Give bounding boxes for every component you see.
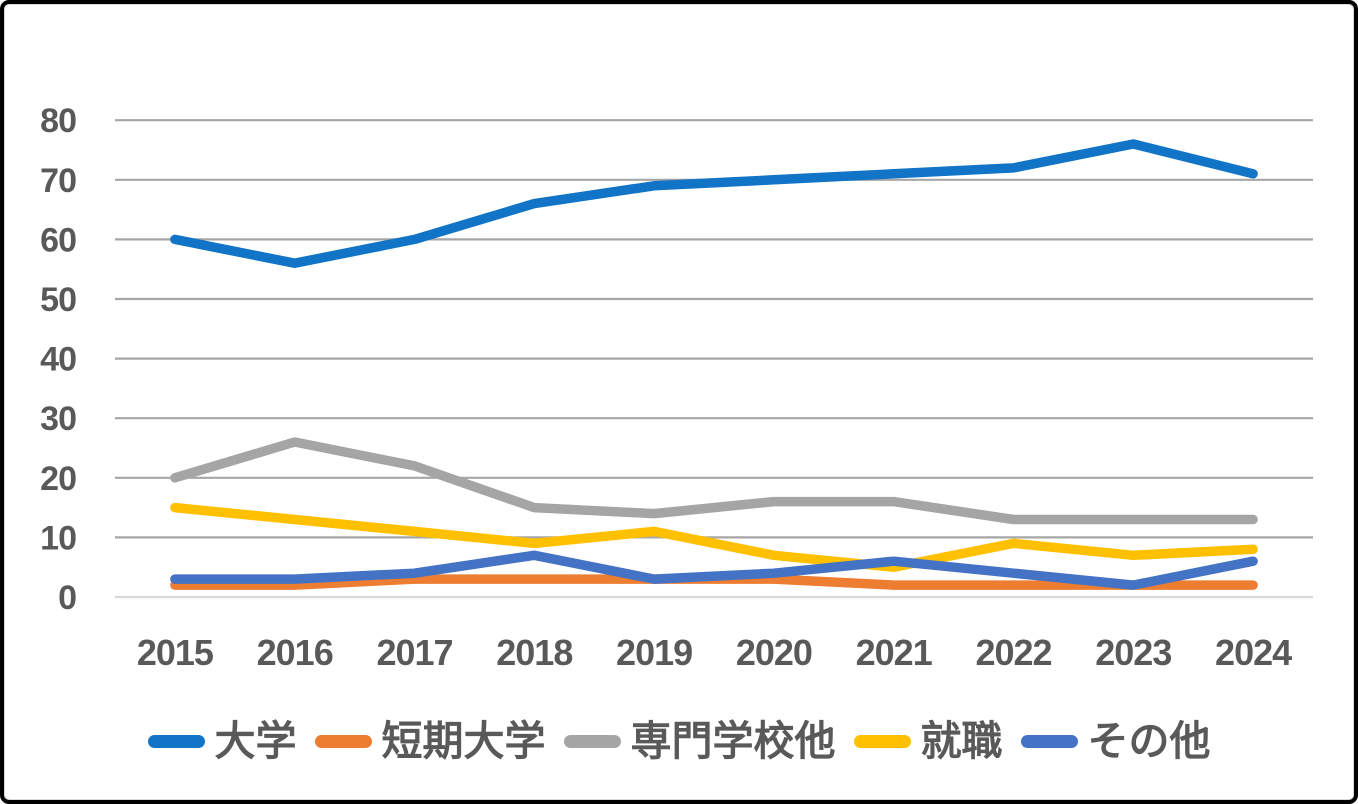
y-tick-label: 80 [40,102,76,140]
series-line-3 [170,502,1258,572]
legend-label: その他 [1087,717,1211,764]
legend-label: 短期大学 [381,717,546,764]
y-tick-label: 70 [40,162,76,200]
series-line-0 [170,139,1258,268]
gridlines-group [115,119,1313,599]
x-tick-label: 2015 [137,632,214,673]
legend-label: 就職 [920,717,1003,764]
legend-label: 専門学校他 [630,717,836,764]
x-tick-label: 2016 [257,632,333,673]
x-tick-label: 2024 [1215,632,1292,673]
legend-line-swatch-icon [314,734,372,748]
series-line-4 [170,550,1258,590]
legend-item-0: 大学 [147,717,297,764]
legend-item-3: 就職 [853,717,1003,764]
y-axis-labels-group: 0 10 20 30 40 50 60 70 80 [40,102,77,617]
y-tick-label: 60 [40,221,76,259]
x-tick-label: 2019 [616,632,692,673]
legend-item-4: その他 [1020,717,1211,764]
legend-item-2: 専門学校他 [563,717,836,764]
y-tick-label: 20 [40,460,76,498]
y-tick-label: 30 [40,400,76,438]
series-lines-group [170,139,1258,590]
series-line-2 [170,437,1258,525]
chart-legend: 大学 短期大学 専門学校他 就職 その他 [4,704,1354,778]
x-tick-label: 2023 [1095,632,1171,673]
legend-line-swatch-icon [147,734,205,748]
legend-line-swatch-icon [563,734,621,748]
y-tick-label: 50 [40,281,76,319]
legend-label: 大学 [214,717,297,764]
x-axis-labels-group: 2015 2016 2017 2018 2019 2020 2021 2022 2023 2024 [137,632,1293,673]
y-tick-label: 40 [40,341,76,379]
y-tick-label: 0 [58,579,76,617]
y-tick-label: 10 [40,519,76,557]
legend-line-swatch-icon [1020,734,1078,748]
x-tick-label: 2021 [856,632,933,673]
legend-item-1: 短期大学 [314,717,546,764]
x-tick-label: 2022 [975,632,1051,673]
x-tick-label: 2017 [376,632,452,673]
legend-line-swatch-icon [853,734,911,748]
x-tick-label: 2020 [736,632,812,673]
x-tick-label: 2018 [496,632,572,673]
